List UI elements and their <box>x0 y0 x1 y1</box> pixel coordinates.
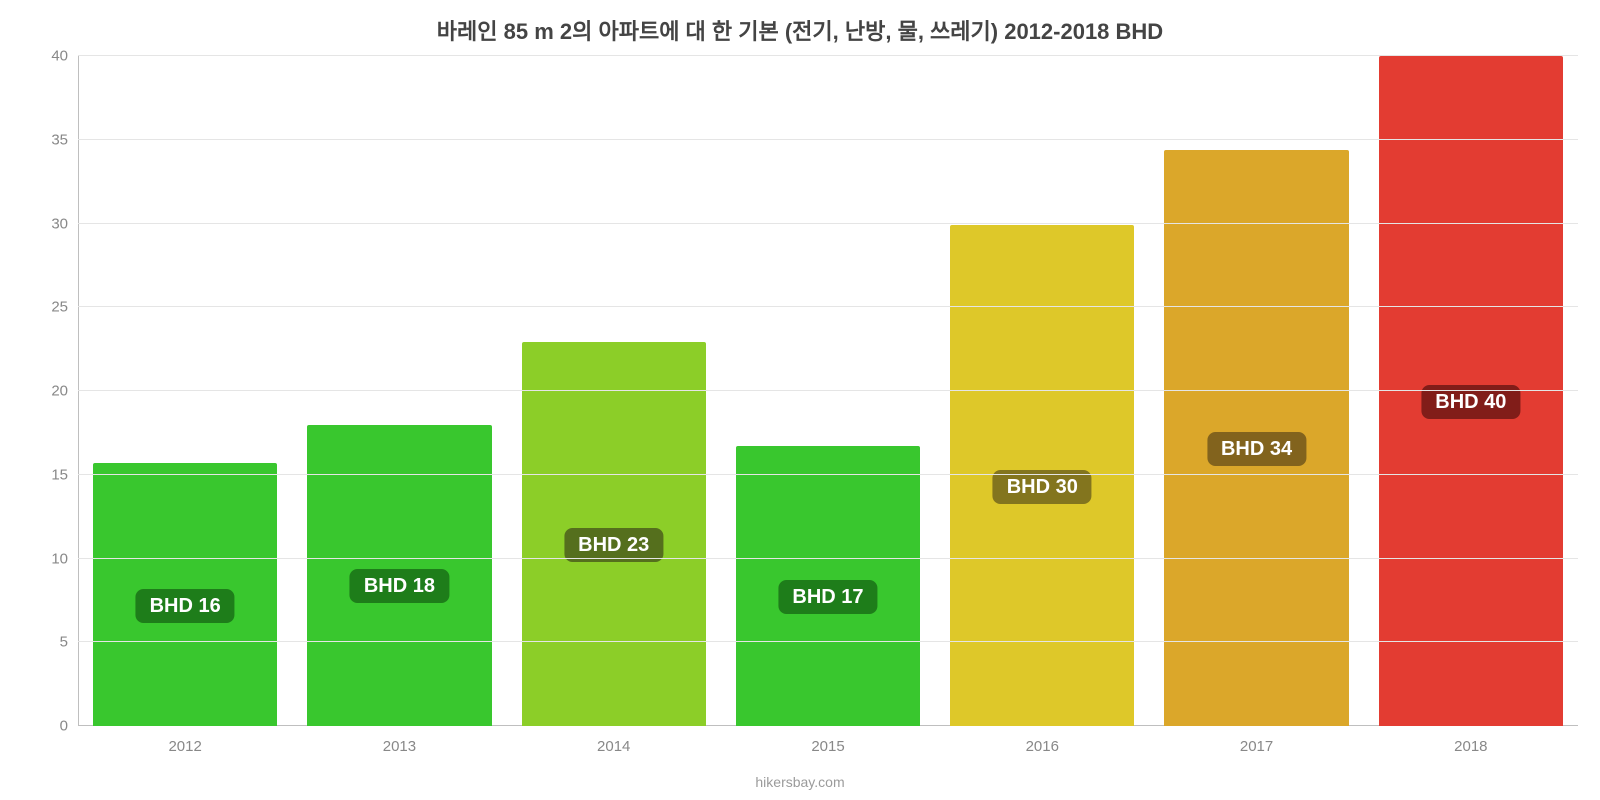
x-tick-label: 2014 <box>597 726 630 755</box>
x-tick-label: 2016 <box>1026 726 1059 755</box>
bar: BHD 23 <box>522 342 706 726</box>
chart-title: 바레인 85 m 2의 아파트에 대 한 기본 (전기, 난방, 물, 쓰레기)… <box>0 14 1600 46</box>
gridline <box>78 474 1578 475</box>
bar: BHD 18 <box>307 425 491 727</box>
chart-footer: hikersbay.com <box>0 774 1600 790</box>
gridline <box>78 558 1578 559</box>
gridline <box>78 306 1578 307</box>
x-tick-label: 2013 <box>383 726 416 755</box>
value-badge: BHD 16 <box>136 589 235 623</box>
bar: BHD 40 <box>1379 56 1563 726</box>
x-tick-label: 2015 <box>811 726 844 755</box>
y-tick-label: 30 <box>51 215 78 232</box>
value-badge: BHD 34 <box>1207 432 1306 466</box>
chart-container: 바레인 85 m 2의 아파트에 대 한 기본 (전기, 난방, 물, 쓰레기)… <box>0 0 1600 800</box>
y-tick-label: 35 <box>51 131 78 148</box>
value-badge: BHD 17 <box>778 580 877 614</box>
y-tick-label: 20 <box>51 383 78 400</box>
y-tick-label: 0 <box>60 718 78 735</box>
y-tick-label: 25 <box>51 299 78 316</box>
gridline <box>78 55 1578 56</box>
y-tick-label: 40 <box>51 48 78 65</box>
gridline <box>78 139 1578 140</box>
gridline <box>78 641 1578 642</box>
x-tick-label: 2018 <box>1454 726 1487 755</box>
value-badge: BHD 18 <box>350 569 449 603</box>
bar: BHD 30 <box>950 225 1134 726</box>
plot-area: BHD 16 BHD 18 BHD 23 BHD 17 BHD 30 BHD 34 BHD … <box>78 56 1578 726</box>
x-tick-label: 2017 <box>1240 726 1273 755</box>
bar: BHD 34 <box>1164 150 1348 726</box>
y-tick-label: 15 <box>51 466 78 483</box>
x-tick-label: 2012 <box>168 726 201 755</box>
gridline <box>78 390 1578 391</box>
y-tick-label: 10 <box>51 550 78 567</box>
bar: BHD 16 <box>93 463 277 726</box>
bars-group: BHD 16 BHD 18 BHD 23 BHD 17 BHD 30 BHD 34 BHD … <box>78 56 1578 726</box>
bar: BHD 17 <box>736 446 920 726</box>
gridline <box>78 223 1578 224</box>
y-tick-label: 5 <box>60 634 78 651</box>
